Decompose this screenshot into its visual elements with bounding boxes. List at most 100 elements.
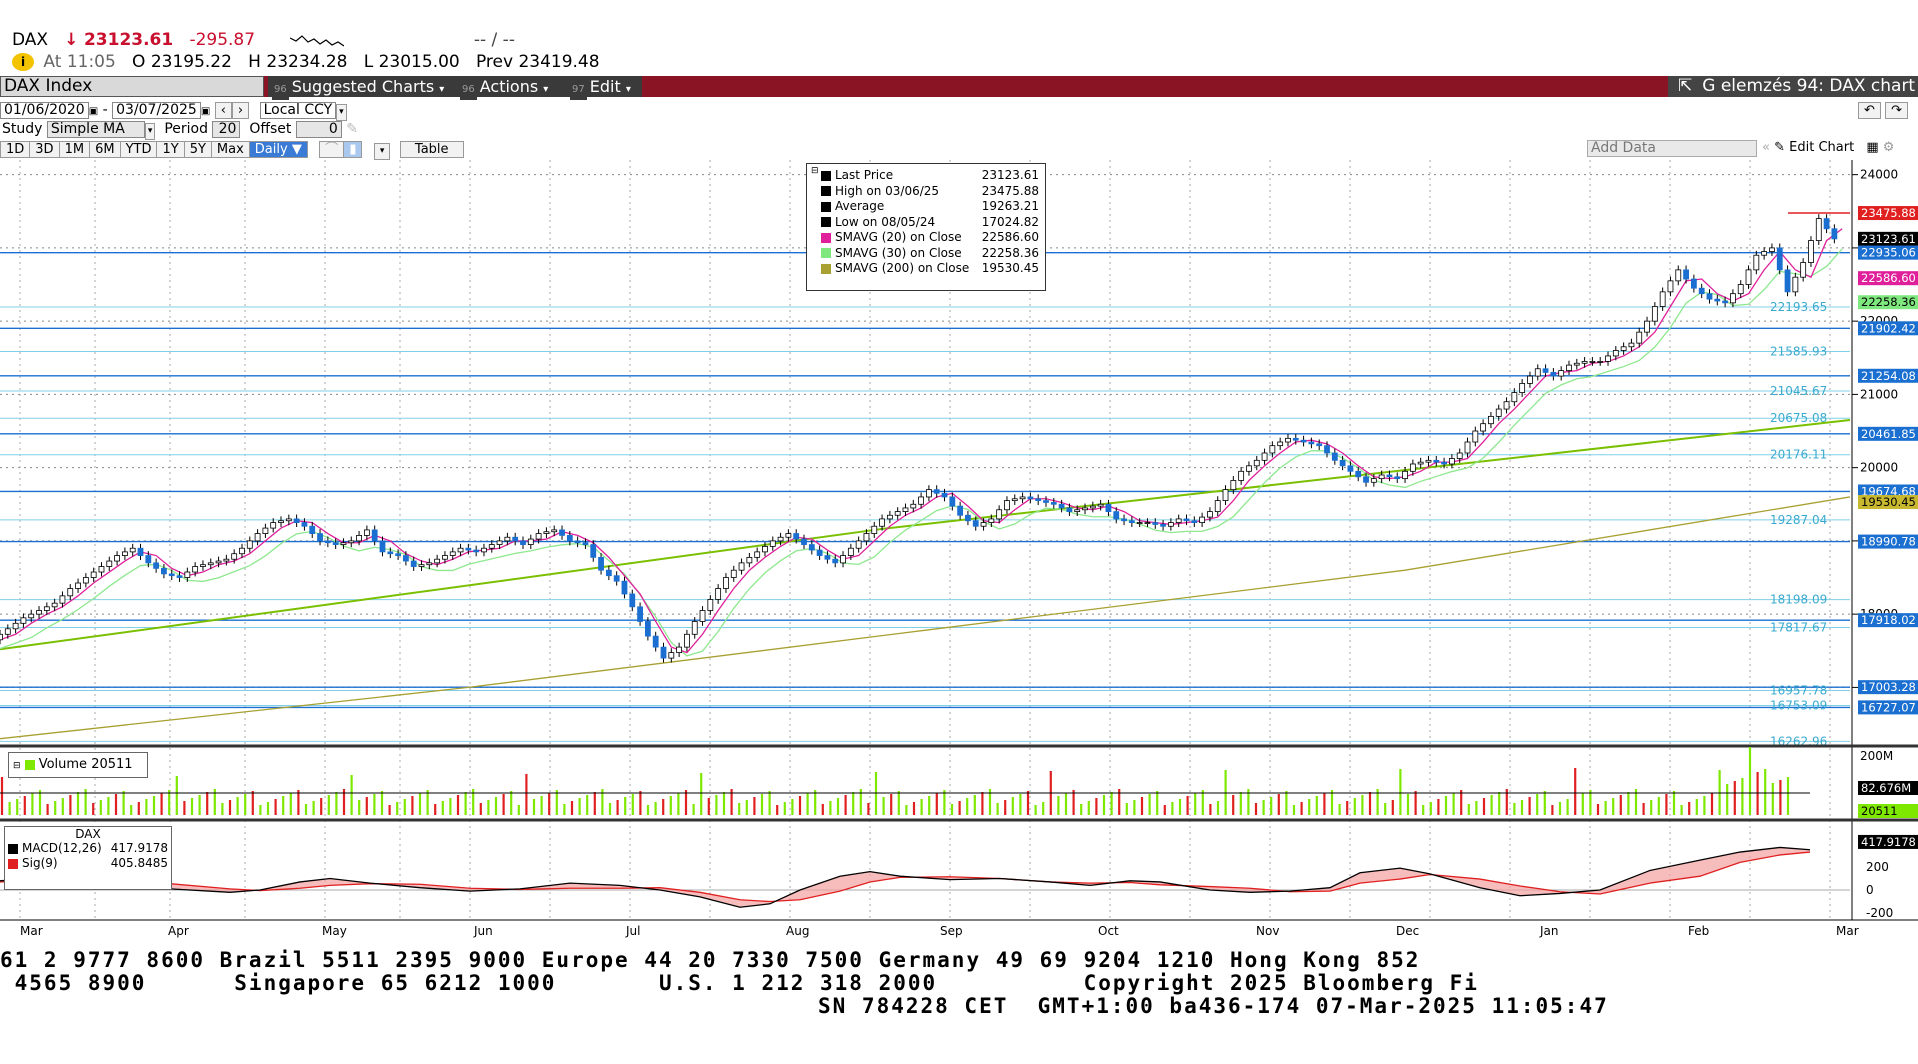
collapse-icon[interactable]: ⊟ xyxy=(811,166,819,176)
legend-row: Low on 08/05/24 17024.82 xyxy=(819,215,1045,231)
footer-line-2: 4565 8900 Singapore 65 6212 1000 U.S. 1 … xyxy=(0,971,1479,995)
candle-body xyxy=(1058,503,1065,509)
candle-body xyxy=(1433,459,1440,463)
add-data-input[interactable]: Add Data xyxy=(1587,140,1757,157)
legend-swatch xyxy=(821,186,831,196)
chart-legend[interactable]: ⊟ Last Price 23123.61 High on 03/06/25 2347… xyxy=(806,163,1046,291)
offset-input[interactable]: 0 xyxy=(295,121,342,138)
open-value: 23195.22 xyxy=(150,52,232,72)
chevron-down-icon[interactable]: ▾ xyxy=(336,104,347,121)
moving-averages xyxy=(0,228,1851,740)
price-tag-bg xyxy=(1858,271,1918,286)
scroll-left-button[interactable]: ‹ xyxy=(214,102,232,119)
candle-body xyxy=(1628,342,1635,348)
legend-row: SMAVG (200) on Close 19530.45 xyxy=(819,261,1045,277)
candle-body xyxy=(1222,489,1229,502)
ticker-symbol[interactable]: DAX xyxy=(12,30,49,50)
candle-body xyxy=(114,555,120,562)
chevron-down-icon[interactable]: ▾ xyxy=(144,123,156,140)
candle-body xyxy=(121,551,128,556)
candle-body xyxy=(207,562,214,566)
price-tag-bg xyxy=(1858,426,1918,441)
candle-body xyxy=(36,610,42,615)
suggested-charts-menu[interactable]: 96 Suggested Charts ▾ xyxy=(268,76,456,100)
range-max[interactable]: Max xyxy=(210,141,250,158)
volume-label: Volume xyxy=(38,757,88,772)
candle-body xyxy=(1612,350,1619,357)
range-6m[interactable]: 6M xyxy=(89,141,121,158)
line-type-icon[interactable]: ⌒ xyxy=(319,141,345,158)
candle-body xyxy=(590,544,597,558)
period-input[interactable]: 20 xyxy=(212,121,241,138)
date-from-input[interactable]: 01/06/2020 xyxy=(0,102,89,119)
price-tag-label: 16727.07 xyxy=(1861,700,1916,714)
candle-body xyxy=(371,529,378,542)
candle-body xyxy=(379,540,386,553)
gear-icon[interactable]: ⚙ xyxy=(1882,140,1895,155)
candle-body xyxy=(652,635,659,648)
x-axis-label: Jun xyxy=(473,924,493,938)
candle-body xyxy=(1480,423,1487,432)
volume-tag-label: 20511 xyxy=(1861,804,1898,818)
legend-label: SMAVG (30) on Close xyxy=(835,245,962,260)
calendar-icon[interactable]: ▣ xyxy=(200,106,211,117)
chart-settings-icon[interactable]: ▦ xyxy=(1866,140,1879,155)
candle-body xyxy=(1776,247,1783,271)
candle-body xyxy=(1011,498,1018,502)
x-axis-label: Jul xyxy=(625,924,640,938)
scroll-right-button[interactable]: › xyxy=(231,102,250,119)
calendar-icon[interactable]: ▣ xyxy=(88,106,99,117)
candle-body xyxy=(1753,254,1760,271)
menu-label: Actions xyxy=(479,77,539,96)
volume-legend[interactable]: ⊟ Volume 20511 xyxy=(8,752,148,778)
range-1d[interactable]: 1D xyxy=(0,141,31,158)
candle-body xyxy=(176,575,183,578)
candle-body xyxy=(1082,507,1088,511)
redo-icon[interactable]: ↷ xyxy=(1885,102,1908,119)
chart-type-dropdown[interactable]: ▾ xyxy=(373,143,391,160)
frequency-select[interactable]: Daily ▼ xyxy=(248,141,308,158)
collapse-icon[interactable]: « xyxy=(1762,140,1770,155)
edit-menu[interactable]: 97 Edit ▾ xyxy=(566,76,642,100)
macd-histogram-fill xyxy=(0,847,1810,908)
at-time: 11:05 xyxy=(66,52,116,72)
menu-label: Suggested Charts xyxy=(291,77,435,96)
range-1m[interactable]: 1M xyxy=(58,141,91,158)
candle-body xyxy=(1706,293,1713,300)
collapse-icon[interactable]: ⊟ xyxy=(13,761,21,771)
popout-icon[interactable]: ⇱ xyxy=(1678,76,1693,96)
candle-type-icon[interactable]: ▮ xyxy=(343,141,363,158)
candle-body xyxy=(988,518,995,523)
candle-body xyxy=(1285,437,1291,443)
edit-chart-button[interactable]: « ✎ Edit Chart ▦ ⚙ xyxy=(1762,140,1895,155)
candle-body xyxy=(598,556,604,571)
table-button[interactable]: Table xyxy=(399,141,464,158)
candle-body xyxy=(1527,375,1533,384)
volume-swatch xyxy=(24,759,35,770)
legend-value: 19263.21 xyxy=(981,199,1039,213)
candle-body xyxy=(1597,361,1604,363)
info-icon[interactable]: i xyxy=(12,53,34,71)
price-tag-label: 21254.08 xyxy=(1861,369,1916,383)
security-input[interactable]: DAX Index xyxy=(0,76,264,97)
candle-body xyxy=(1386,474,1393,478)
macd-table: MACD(12,26) 417.9178 Sig(9) 405.8485 xyxy=(5,841,171,871)
range-ytd[interactable]: YTD xyxy=(119,141,158,158)
actions-menu[interactable]: 96 Actions ▾ xyxy=(456,76,566,100)
currency-select[interactable]: Local CCY xyxy=(259,102,337,119)
pencil-icon[interactable]: ✎ xyxy=(346,121,359,137)
undo-icon[interactable]: ↶ xyxy=(1858,102,1881,119)
candle-body xyxy=(754,551,761,558)
candle-body xyxy=(1089,505,1096,509)
macd-legend[interactable]: DAX MACD(12,26) 417.9178 Sig(9) 405.8485 xyxy=(4,826,172,890)
range-5y[interactable]: 5Y xyxy=(183,141,212,158)
date-to-input[interactable]: 03/07/2025 xyxy=(112,102,201,119)
price-tag-label: 22258.36 xyxy=(1861,295,1916,309)
chart-title-tab[interactable]: ⇱ G elemzés 94: DAX chart xyxy=(1668,76,1918,97)
range-3d[interactable]: 3D xyxy=(29,141,60,158)
range-1y[interactable]: 1Y xyxy=(156,141,185,158)
prev-label: Prev xyxy=(475,52,514,72)
high-label: H xyxy=(248,52,261,72)
study-select[interactable]: Simple MA xyxy=(46,121,145,138)
